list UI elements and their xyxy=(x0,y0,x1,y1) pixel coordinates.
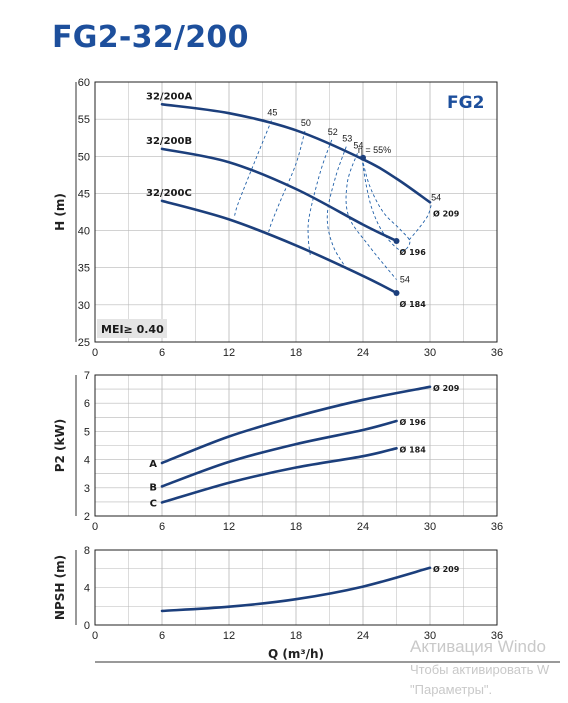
y-tick-label: 35 xyxy=(78,263,90,275)
x-tick-label: 30 xyxy=(424,630,436,642)
x-tick-label: 6 xyxy=(159,347,165,359)
y-tick-label: 7 xyxy=(84,370,90,382)
y-tick-label: 8 xyxy=(84,545,90,557)
bep-marker xyxy=(360,154,366,161)
series-curve xyxy=(160,199,398,295)
plot-frame xyxy=(94,374,498,517)
mei-badge-label: MEI≥ 0.40 xyxy=(101,323,164,336)
plot-frame xyxy=(94,549,498,626)
series-curve xyxy=(160,447,398,504)
efficiency-label: 52 xyxy=(328,127,338,137)
page-title: FG2-32/200 xyxy=(52,20,249,55)
series-end-label: Ø 209 xyxy=(433,564,460,574)
x-tick-label: 18 xyxy=(290,347,302,359)
efficiency-label: 54 xyxy=(431,192,441,202)
chart-panel: 0 6 12 18 24 30 36 0 4 8 NPSH (m) Q (m³/h) Ø 209 xyxy=(53,545,503,661)
series-name-label: C xyxy=(150,498,157,509)
chart-panel: 0 6 12 18 24 30 36 25 30 35 40 45 50 55 60 H (m) 45 50 52 5… xyxy=(53,77,503,359)
x-tick-label: 36 xyxy=(491,521,503,533)
bep-marker xyxy=(393,289,400,296)
x-tick-label: 6 xyxy=(159,521,165,533)
series-end-label: Ø 196 xyxy=(400,247,427,257)
y-tick-label: 25 xyxy=(78,337,90,349)
y-tick-label: 4 xyxy=(84,455,90,467)
y-tick-label: 5 xyxy=(84,426,90,438)
x-tick-label: 30 xyxy=(424,521,436,533)
efficiency-line xyxy=(267,130,306,235)
x-tick-label: 0 xyxy=(92,630,98,642)
y-tick-label: 3 xyxy=(84,483,90,495)
chart-panel: 0 6 12 18 24 30 36 2 3 4 5 6 7 P2 (kW) A Ø 209 B Ø 196 C Ø … xyxy=(53,370,503,533)
x-axis-label: Q (m³/h) xyxy=(268,647,324,661)
y-tick-label: 40 xyxy=(78,226,90,238)
efficiency-label: 54 xyxy=(353,140,363,150)
y-axis-label: P2 (kW) xyxy=(53,419,67,473)
y-tick-label: 30 xyxy=(78,300,90,312)
x-tick-label: 6 xyxy=(159,630,165,642)
plot-frame xyxy=(94,81,498,343)
series-name-label: 32/200B xyxy=(146,136,192,147)
mei-badge xyxy=(97,319,167,338)
y-tick-label: 55 xyxy=(78,114,90,126)
x-tick-label: 0 xyxy=(92,521,98,533)
efficiency-line xyxy=(307,139,333,257)
windows-activation-line: "Параметры". xyxy=(410,682,493,697)
x-tick-label: 24 xyxy=(357,521,369,533)
efficiency-label: 50 xyxy=(301,118,311,128)
series-end-label: Ø 196 xyxy=(400,417,427,427)
series-curve xyxy=(160,566,432,613)
x-tick-label: 24 xyxy=(357,630,369,642)
y-axis-label: H (m) xyxy=(53,193,67,231)
y-tick-label: 0 xyxy=(84,620,90,632)
y-tick-label: 45 xyxy=(78,188,90,200)
series-name-label: 32/200A xyxy=(146,91,192,102)
x-tick-label: 18 xyxy=(290,521,302,533)
y-tick-label: 6 xyxy=(84,398,90,410)
bep-marker xyxy=(393,237,400,244)
series-end-label: Ø 184 xyxy=(400,444,427,454)
x-tick-label: 12 xyxy=(223,521,235,533)
efficiency-label: 45 xyxy=(267,108,277,118)
x-tick-label: 24 xyxy=(357,347,369,359)
efficiency-label: 53 xyxy=(342,134,352,144)
series-name-label: A xyxy=(149,459,157,470)
series-end-label: Ø 209 xyxy=(433,208,460,218)
series-end-label: Ø 184 xyxy=(400,299,427,309)
y-tick-label: 60 xyxy=(78,77,90,89)
series-curve xyxy=(160,102,432,204)
efficiency-line xyxy=(361,157,411,252)
y-tick-label: 2 xyxy=(84,511,90,523)
x-tick-label: 12 xyxy=(223,630,235,642)
series-name-label: 32/200C xyxy=(146,188,192,199)
x-tick-label: 36 xyxy=(491,347,503,359)
y-tick-label: 4 xyxy=(84,583,90,595)
series-brand-label: FG2 xyxy=(447,93,484,113)
series-end-label: Ø 209 xyxy=(433,383,460,393)
series-curve xyxy=(160,419,398,488)
y-axis-label: NPSH (m) xyxy=(53,555,67,620)
x-tick-label: 18 xyxy=(290,630,302,642)
series-name-label: B xyxy=(149,482,157,493)
efficiency-label: η = 55% xyxy=(358,145,391,155)
windows-activation-heading: Активация Windo xyxy=(410,637,546,656)
series-curve xyxy=(160,385,432,465)
x-tick-label: 30 xyxy=(424,347,436,359)
windows-activation-line: Чтобы активировать W xyxy=(410,662,550,677)
x-tick-label: 12 xyxy=(223,347,235,359)
efficiency-label: 54 xyxy=(400,275,410,285)
series-curve xyxy=(160,147,398,243)
efficiency-line xyxy=(408,205,432,241)
x-tick-label: 0 xyxy=(92,347,98,359)
efficiency-line xyxy=(326,146,348,271)
y-tick-label: 50 xyxy=(78,151,90,163)
x-tick-label: 36 xyxy=(491,630,503,642)
